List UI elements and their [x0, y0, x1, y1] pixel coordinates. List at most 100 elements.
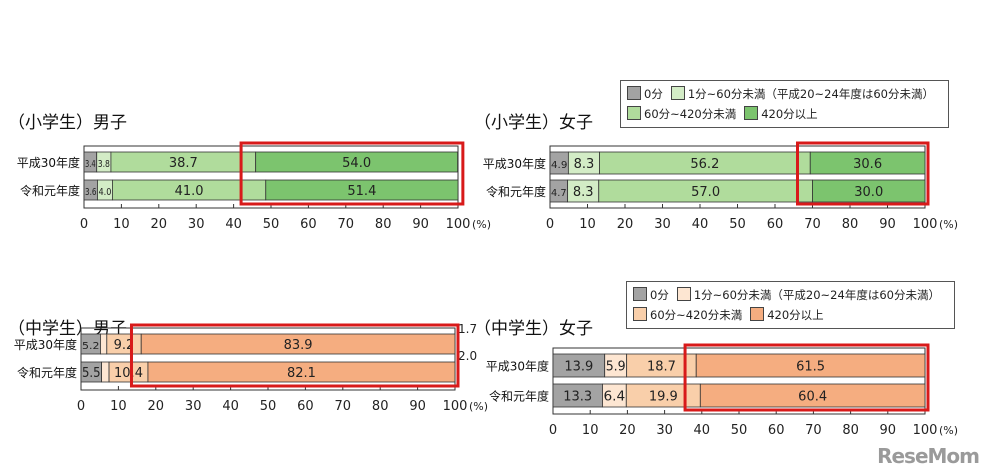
- x-tick-label: 30: [654, 217, 671, 232]
- x-tick-label: 20: [151, 217, 168, 232]
- legend-label: 0分: [644, 87, 663, 101]
- x-unit-label: (%): [939, 424, 958, 437]
- category-label: 令和元年度: [17, 365, 77, 380]
- x-tick-label: 40: [692, 217, 709, 232]
- x-tick-label: 100: [443, 399, 468, 414]
- legend-item: 60分~420分未満: [627, 104, 736, 124]
- bar-segment: [265, 179, 459, 201]
- legend-label: 0分: [650, 288, 669, 302]
- bar-segment: [695, 353, 926, 378]
- data-label: 6.4: [603, 390, 625, 405]
- category-label: 平成30年度: [17, 155, 80, 170]
- legend-label: 1分~60分未満（平成20~24年度は60分未満）: [693, 288, 940, 302]
- legend-label: 420分以上: [761, 107, 818, 121]
- x-tick-label: 80: [842, 217, 859, 232]
- legend-item: 60分~420分未満: [633, 305, 742, 325]
- x-tick-label: 100: [446, 217, 471, 232]
- data-label: 5.2: [82, 341, 99, 352]
- bar-segment: [255, 151, 459, 173]
- data-label: 56.2: [690, 157, 719, 172]
- category-label: 平成30年度: [14, 337, 77, 352]
- x-tick-label: 0: [80, 217, 88, 232]
- data-label: 54.0: [342, 156, 371, 171]
- category-label: 平成30年度: [486, 359, 549, 374]
- data-label: 30.0: [854, 185, 883, 200]
- legend-swatch: [744, 106, 759, 120]
- legend-label: 60分~420分未満: [644, 107, 737, 121]
- x-tick-label: 80: [842, 423, 859, 438]
- legend-swatch: [627, 86, 641, 100]
- data-label: 51.4: [347, 184, 376, 199]
- data-label: 3.8: [98, 159, 110, 170]
- data-label: 30.6: [853, 157, 882, 172]
- watermark: ReseMom: [877, 444, 980, 468]
- legend-label: 60分~420分未満: [650, 308, 743, 322]
- x-tick-label: 30: [656, 423, 673, 438]
- legend-item: 0分: [627, 84, 663, 104]
- data-label: 41.0: [175, 184, 204, 199]
- data-label: 8.3: [574, 157, 595, 172]
- bar-segment: [147, 361, 456, 383]
- x-unit-label: (%): [939, 218, 958, 231]
- x-tick-label: 30: [188, 217, 205, 232]
- data-label: 61.5: [796, 360, 825, 375]
- data-label: 13.9: [564, 360, 593, 375]
- data-label: 13.3: [563, 390, 592, 405]
- x-tick-label: 90: [412, 217, 429, 232]
- data-label: 5.9: [606, 360, 626, 375]
- x-tick-label: 0: [549, 423, 557, 438]
- highlight-box: [239, 141, 465, 206]
- data-label: 5.5: [82, 366, 101, 381]
- x-tick-label: 10: [113, 217, 130, 232]
- x-tick-label: 70: [338, 217, 355, 232]
- legend: 0分 1分~60分未満（平成20~24年度は60分未満） 60分~420分未満 420…: [620, 80, 949, 128]
- x-tick-label: 0: [77, 399, 85, 414]
- legend-label: 1分~60分未満（平成20~24年度は60分未満）: [687, 87, 934, 101]
- x-tick-label: 80: [372, 399, 389, 414]
- legend-item: 1分~60分未満（平成20~24年度は60分未満）: [670, 84, 934, 104]
- legend: 0分 1分~60分未満（平成20~24年度は60分未満） 60分~420分未満 420…: [626, 281, 955, 329]
- bar-segment: [101, 361, 110, 383]
- bar-segment: [100, 333, 108, 355]
- x-tick-label: 20: [148, 399, 165, 414]
- chart-title: （小学生）男子: [8, 113, 127, 133]
- data-label: 4.7: [551, 188, 567, 199]
- x-tick-label: 60: [300, 217, 317, 232]
- x-tick-label: 30: [185, 399, 202, 414]
- data-label: 60.4: [798, 390, 827, 405]
- category-label: 平成30年度: [483, 156, 546, 171]
- x-tick-label: 50: [263, 217, 280, 232]
- legend-label: 420分以上: [767, 308, 824, 322]
- x-tick-label: 40: [225, 217, 242, 232]
- data-label: 4.9: [551, 160, 567, 171]
- data-label: 57.0: [691, 185, 720, 200]
- x-tick-label: 20: [619, 423, 636, 438]
- x-tick-label: 70: [335, 399, 352, 414]
- x-tick-label: 90: [879, 217, 896, 232]
- data-label: 83.9: [284, 338, 313, 353]
- x-tick-label: 50: [729, 217, 746, 232]
- legend-swatch: [676, 287, 691, 301]
- x-unit-label: (%): [469, 400, 488, 413]
- legend-swatch: [633, 287, 647, 301]
- chart-title: （中学生）女子: [474, 319, 593, 339]
- highlight-box: [796, 141, 930, 206]
- data-label: 1.7: [458, 322, 477, 336]
- data-label: 19.9: [649, 390, 678, 405]
- bar-segment: [809, 151, 926, 175]
- x-tick-label: 60: [768, 423, 785, 438]
- x-tick-label: 90: [409, 399, 426, 414]
- data-label: 4.0: [98, 187, 111, 198]
- legend-item: 0分: [633, 285, 669, 305]
- data-label: 9.2: [114, 338, 135, 353]
- x-tick-label: 40: [694, 423, 711, 438]
- category-label: 令和元年度: [20, 183, 80, 198]
- x-tick-label: 10: [110, 399, 127, 414]
- bar-segment: [812, 179, 926, 203]
- data-label: 10.4: [114, 366, 143, 381]
- category-label: 令和元年度: [489, 389, 549, 404]
- data-label: 3.6: [85, 187, 96, 198]
- bar-segment: [140, 333, 456, 355]
- x-tick-label: 10: [582, 423, 599, 438]
